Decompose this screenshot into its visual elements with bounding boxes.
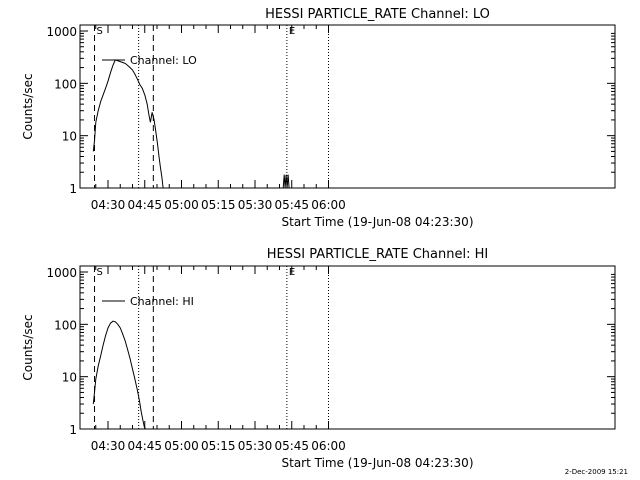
x-axis-label: Start Time (19-Jun-08 04:23:30) [282,456,474,470]
x-tick-label: 04:30 [91,439,126,453]
x-tick-label: 06:00 [311,198,346,212]
x-tick-label: 04:30 [91,198,126,212]
legend-label: Channel: HI [130,295,194,308]
marker-label: S [97,267,103,278]
x-tick-label: 05:30 [238,198,273,212]
y-tick-label: 1000 [46,266,77,280]
y-tick-label: 100 [54,318,77,332]
plot-frame [79,265,616,430]
y-tick-label: 1000 [46,25,77,39]
marker-label: E [289,26,295,37]
x-tick-label: 04:45 [127,439,162,453]
chart-panel-lo: HESSI PARTICLE_RATE Channel: LO Start Tim… [21,7,616,229]
y-tick-label: 10 [62,371,77,385]
y-tick-label: 100 [54,77,77,91]
x-tick-label: 04:45 [127,198,162,212]
marker-label: S [97,26,103,37]
chart-title: HESSI PARTICLE_RATE Channel: LO [265,7,490,22]
x-tick-label: 05:15 [201,439,236,453]
y-axis-label: Counts/sec [21,314,35,380]
series-line [92,59,164,189]
x-tick-label: 05:45 [274,439,309,453]
x-axis-label: Start Time (19-Jun-08 04:23:30) [282,215,474,229]
series-line [92,320,146,430]
y-axis-label: Counts/sec [21,73,35,139]
marker-label: E [289,267,295,278]
legend-label: Channel: LO [130,54,197,67]
generation-timestamp: 2-Dec-2009 15:21 [565,468,628,476]
x-tick-label: 05:00 [164,439,199,453]
x-tick-label: 05:45 [274,198,309,212]
y-tick-label: 10 [62,130,77,144]
chart-title: HESSI PARTICLE_RATE Channel: HI [267,247,488,262]
plot-frame [79,24,616,189]
x-tick-label: 05:15 [201,198,236,212]
x-tick-label: 05:00 [164,198,199,212]
x-tick-label: 05:30 [238,439,273,453]
y-tick-label: 1 [69,423,77,437]
chart-panel-hi: HESSI PARTICLE_RATE Channel: HI Start Tim… [21,247,616,470]
series-line [282,174,290,189]
x-tick-label: 06:00 [311,439,346,453]
y-tick-label: 1 [69,182,77,196]
